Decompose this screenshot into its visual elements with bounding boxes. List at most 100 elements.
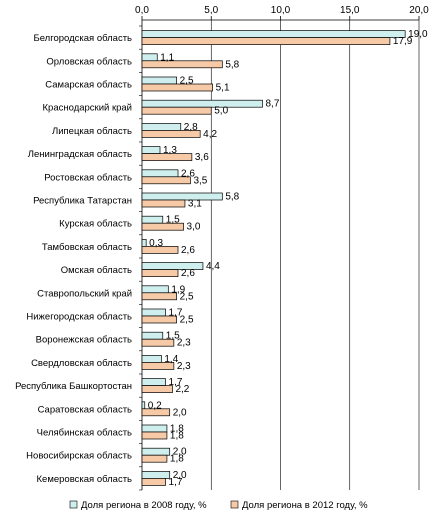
data-label-2008: 1,7 xyxy=(169,308,183,319)
tick-label: 5,0 xyxy=(204,5,218,16)
bar-2008 xyxy=(141,308,166,317)
category-label: Челябинская область xyxy=(37,428,132,439)
bar-2008 xyxy=(141,447,171,456)
data-label-2012: 3,6 xyxy=(195,152,209,163)
category-label: Курская область xyxy=(59,219,132,230)
data-label-2008: 1,5 xyxy=(166,215,180,226)
data-label-2008: 1,3 xyxy=(163,145,177,156)
data-label-2008: 2,5 xyxy=(180,76,194,87)
tick-label: 15,0 xyxy=(340,5,360,16)
bar-2012 xyxy=(141,199,186,208)
data-label-2012: 1,8 xyxy=(170,454,184,465)
category-label: Белгородская область xyxy=(33,33,132,44)
tick-label: 0,0 xyxy=(135,5,149,16)
data-label-2012: 5,0 xyxy=(214,106,228,117)
data-label-2008: 2,6 xyxy=(181,168,195,179)
bars xyxy=(141,30,406,486)
category-label: Нижегородская область xyxy=(26,312,132,323)
data-label-2012: 2,3 xyxy=(177,338,191,349)
bar-2012 xyxy=(141,130,201,138)
bar-2008 xyxy=(141,355,162,363)
bar-2012 xyxy=(141,385,173,393)
bar-2008 xyxy=(141,192,223,201)
data-label-2012: 2,3 xyxy=(177,361,191,372)
bar-2012 xyxy=(141,478,166,486)
category-label: Краснодарский край xyxy=(43,103,132,114)
tick-label: 20,0 xyxy=(409,5,429,16)
data-label-2012: 17,9 xyxy=(393,36,413,47)
bar-2008 xyxy=(141,146,161,154)
data-label-2008: 0,3 xyxy=(149,238,163,249)
bar-2008 xyxy=(141,169,179,178)
data-label-2012: 4,2 xyxy=(203,129,217,140)
category-label: Свердловская область xyxy=(31,358,132,369)
data-label-2008: 2,0 xyxy=(173,447,187,458)
data-label-2008: 1,4 xyxy=(164,354,178,365)
data-label-2012: 2,2 xyxy=(175,384,189,395)
category-label: Новосибирская область xyxy=(26,451,132,462)
legend-swatch-2012 xyxy=(230,500,239,509)
data-label-2012: 2,0 xyxy=(173,407,187,418)
bar-2008 xyxy=(141,239,147,247)
bar-2008 xyxy=(141,30,406,38)
category-label: Самарская область xyxy=(45,80,132,91)
bar-2008 xyxy=(141,53,158,62)
bar-2008 xyxy=(141,401,146,410)
data-label-2012: 3,0 xyxy=(187,222,201,233)
data-label-2008: 2,8 xyxy=(184,122,198,133)
bar-2008 xyxy=(141,215,164,224)
data-label-2012: 2,6 xyxy=(181,268,195,279)
data-labels: 19,017,91,15,82,55,18,75,02,84,21,33,62,… xyxy=(148,29,428,488)
category-label: Ставропольский край xyxy=(37,288,132,299)
bar-2008 xyxy=(141,76,177,85)
data-label-2008: 5,8 xyxy=(225,192,239,203)
category-label: Тамбовская область xyxy=(42,242,132,253)
x-axis-ticks: 0,0 5,0 10,0 15,0 20,0 xyxy=(135,5,429,491)
data-label-2012: 1,7 xyxy=(169,477,183,488)
legend-label-2008: Доля региона в 2008 году, % xyxy=(81,500,207,511)
data-label-2008: 2,0 xyxy=(173,470,187,481)
bar-2008 xyxy=(141,424,168,433)
tick-label: 10,0 xyxy=(271,5,291,16)
data-label-2008: 19,0 xyxy=(408,29,428,40)
category-label: Ростовская область xyxy=(44,172,132,183)
data-label-2008: 1,5 xyxy=(166,331,180,342)
bar-2008 xyxy=(141,471,171,479)
data-label-2012: 3,1 xyxy=(188,199,202,210)
category-label: Ленинградская область xyxy=(28,149,132,160)
bar-2012 xyxy=(141,454,168,463)
data-label-2012: 5,1 xyxy=(216,83,230,94)
bar-2012 xyxy=(141,153,193,161)
data-label-2008: 4,4 xyxy=(206,261,220,272)
bar-2012 xyxy=(141,222,184,231)
bar-2012 xyxy=(141,315,177,324)
legend-label-2012: Доля региона в 2012 году, % xyxy=(242,500,368,511)
bar-2008 xyxy=(141,99,263,108)
bar-2012 xyxy=(141,106,212,115)
category-label: Орловская область xyxy=(46,56,132,67)
category-label: Липецкая область xyxy=(52,126,132,137)
data-label-2008: 1,8 xyxy=(170,424,184,435)
bar-2012 xyxy=(141,83,213,92)
category-label: Саратовская область xyxy=(38,404,132,415)
data-label-2012: 2,5 xyxy=(180,315,194,326)
bar-2008 xyxy=(141,331,164,340)
bar-2012 xyxy=(141,246,179,254)
data-label-2008: 1,9 xyxy=(171,284,185,295)
bar-2008 xyxy=(141,378,166,386)
bar-2012 xyxy=(141,292,177,301)
data-label-2008: 1,7 xyxy=(169,377,183,388)
data-label-2008: 8,7 xyxy=(265,99,279,110)
legend-swatch-2008 xyxy=(69,500,78,509)
bar-2012 xyxy=(141,60,223,69)
bar-2012 xyxy=(141,176,191,185)
category-label: Кемеровская область xyxy=(37,474,133,485)
bar-2008 xyxy=(141,285,169,294)
data-label-2008: 0,2 xyxy=(148,400,162,411)
data-label-2008: 1,1 xyxy=(160,52,174,63)
legend: Доля региона в 2008 году, % Доля региона… xyxy=(69,500,368,511)
bar-2012 xyxy=(141,269,179,277)
category-label: Омская область xyxy=(61,265,132,276)
bar-2012 xyxy=(141,408,171,417)
